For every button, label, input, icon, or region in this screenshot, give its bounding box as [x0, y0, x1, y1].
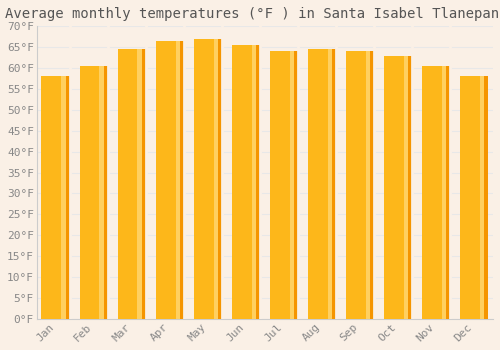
Bar	[66, 76, 70, 319]
Bar	[142, 49, 146, 319]
Bar	[232, 45, 260, 319]
Bar	[308, 49, 328, 319]
Bar	[118, 49, 146, 319]
Bar	[80, 66, 108, 319]
Bar	[80, 66, 100, 319]
Bar	[194, 39, 222, 319]
Bar	[384, 56, 404, 319]
Bar	[446, 66, 450, 319]
Bar	[118, 49, 138, 319]
Bar	[218, 39, 222, 319]
Bar	[460, 76, 488, 319]
Bar	[346, 51, 366, 319]
Bar	[270, 51, 298, 319]
Bar	[270, 51, 289, 319]
Bar	[384, 56, 412, 319]
Bar	[156, 41, 176, 319]
Bar	[294, 51, 298, 319]
Bar	[194, 39, 214, 319]
Bar	[42, 76, 70, 319]
Bar	[460, 76, 479, 319]
Title: Average monthly temperatures (°F ) in Santa Isabel Tlanepantla: Average monthly temperatures (°F ) in Sa…	[6, 7, 500, 21]
Bar	[370, 51, 374, 319]
Bar	[484, 76, 488, 319]
Bar	[156, 41, 184, 319]
Bar	[422, 66, 450, 319]
Bar	[332, 49, 336, 319]
Bar	[422, 66, 442, 319]
Bar	[308, 49, 336, 319]
Bar	[232, 45, 252, 319]
Bar	[42, 76, 62, 319]
Bar	[408, 56, 412, 319]
Bar	[346, 51, 374, 319]
Bar	[104, 66, 108, 319]
Bar	[180, 41, 184, 319]
Bar	[256, 45, 260, 319]
